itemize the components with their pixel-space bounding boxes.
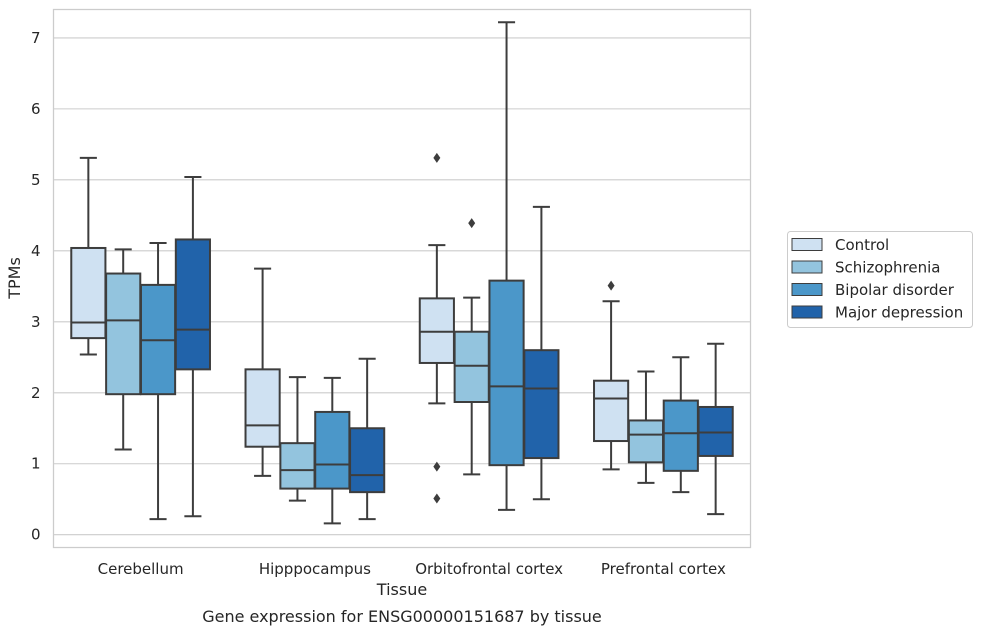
y-tick-label: 0 xyxy=(31,526,41,544)
plot-frame xyxy=(52,8,752,549)
x-tick-label: Cerebellum xyxy=(98,560,184,578)
x-tick-label: Prefrontal cortex xyxy=(601,560,726,578)
y-tick-label: 6 xyxy=(31,100,41,118)
legend-swatch xyxy=(791,238,823,251)
box-major-depression xyxy=(174,176,211,518)
box-iqr xyxy=(244,368,281,448)
boxes xyxy=(70,21,734,525)
box-control xyxy=(593,280,630,471)
legend-swatch xyxy=(791,283,823,296)
y-tick-label: 2 xyxy=(31,384,41,402)
legend-label: Major depression xyxy=(835,304,963,322)
x-axis-title: Tissue xyxy=(376,580,427,599)
box-control xyxy=(244,267,281,477)
box-iqr xyxy=(593,379,630,443)
y-axis-title: TPMs xyxy=(5,257,24,300)
box-iqr xyxy=(418,297,455,364)
outlier-point xyxy=(433,493,441,504)
box-iqr xyxy=(662,399,699,472)
box-iqr xyxy=(70,246,107,340)
legend: Control Schizophrenia Bipolar disorder Majo… xyxy=(787,231,973,328)
legend-label: Schizophrenia xyxy=(835,259,940,277)
box-schizophrenia xyxy=(279,376,316,502)
x-tick-label: Hipppocampus xyxy=(259,560,371,578)
box-major-depression xyxy=(523,205,560,501)
box-iqr xyxy=(349,427,386,494)
box-major-depression xyxy=(349,357,386,521)
outlier-point xyxy=(433,152,441,163)
box-iqr xyxy=(627,419,665,464)
box-schizophrenia xyxy=(627,370,665,484)
legend-label: Control xyxy=(835,236,889,254)
box-iqr xyxy=(279,442,316,490)
y-tick-label: 3 xyxy=(31,313,41,331)
chart-caption: Gene expression for ENSG00000151687 by t… xyxy=(202,607,602,626)
box-control xyxy=(418,152,455,504)
legend-label: Bipolar disorder xyxy=(835,281,955,299)
tick-labels: 0 1 2 3 4 5 6 7 Cerebellum Hipppocampus Orbitofron… xyxy=(31,29,726,578)
legend-swatch xyxy=(791,260,823,274)
box-iqr xyxy=(105,272,142,396)
y-tick-label: 5 xyxy=(31,171,41,189)
box-bipolar-disorder xyxy=(314,376,351,525)
legend-swatch xyxy=(791,305,823,319)
box-iqr xyxy=(453,330,490,403)
box-iqr xyxy=(174,238,211,371)
y-tick-label: 4 xyxy=(31,242,41,260)
y-tick-label: 7 xyxy=(31,29,41,47)
box-iqr xyxy=(523,349,560,460)
box-iqr xyxy=(314,410,351,490)
x-tick-label: Orbitofrontal cortex xyxy=(415,560,563,578)
y-tick-label: 1 xyxy=(31,455,41,473)
outlier-point xyxy=(433,461,441,472)
box-schizophrenia xyxy=(105,248,142,451)
outlier-point xyxy=(607,280,615,291)
box-major-depression xyxy=(697,342,734,516)
box-iqr xyxy=(697,405,734,457)
legend-frame xyxy=(787,231,973,328)
gridlines xyxy=(53,37,751,536)
outlier-point xyxy=(468,218,476,229)
box-iqr xyxy=(488,279,525,467)
